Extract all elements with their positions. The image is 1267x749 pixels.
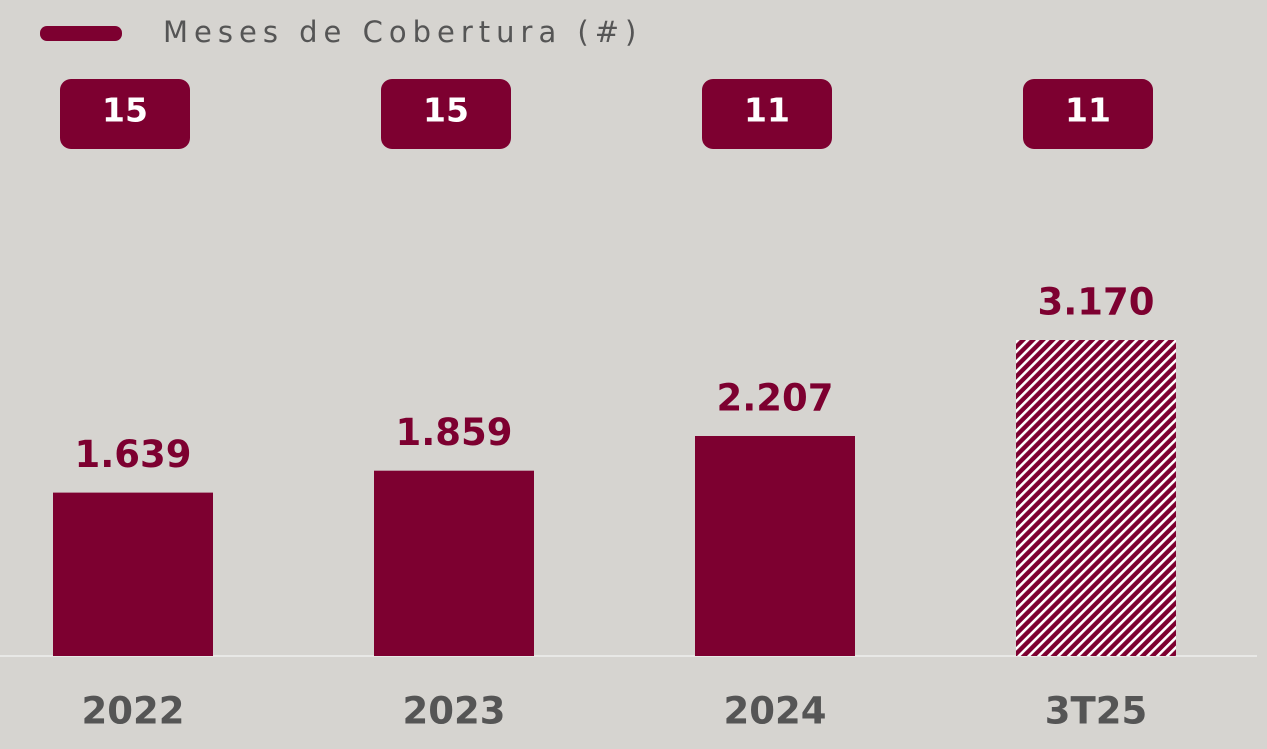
- legend-label: Meses de Cobertura (#): [163, 15, 642, 49]
- coverage-label: 11: [744, 91, 790, 130]
- value-label: 1.859: [395, 411, 512, 454]
- coverage-badge: [60, 79, 190, 149]
- x-tick-label: 2024: [724, 690, 827, 733]
- coverage-label: 15: [102, 91, 148, 130]
- coverage-label: 11: [1065, 91, 1111, 130]
- coverage-badge: [702, 79, 832, 149]
- coverage-label: 15: [423, 91, 469, 130]
- coverage-badge: [381, 79, 511, 149]
- x-tick-label: 2022: [82, 690, 185, 733]
- bar: [374, 470, 534, 656]
- x-tick-label: 3T25: [1045, 690, 1147, 733]
- bar: [53, 492, 213, 656]
- value-label: 3.170: [1037, 281, 1154, 324]
- x-tick-label: 2023: [403, 690, 506, 733]
- value-label: 2.207: [716, 376, 833, 419]
- coverage-badge: [1023, 79, 1153, 149]
- bar: [1016, 340, 1176, 656]
- bar: [695, 435, 855, 656]
- legend-swatch: [40, 26, 122, 41]
- value-label: 1.639: [74, 433, 191, 476]
